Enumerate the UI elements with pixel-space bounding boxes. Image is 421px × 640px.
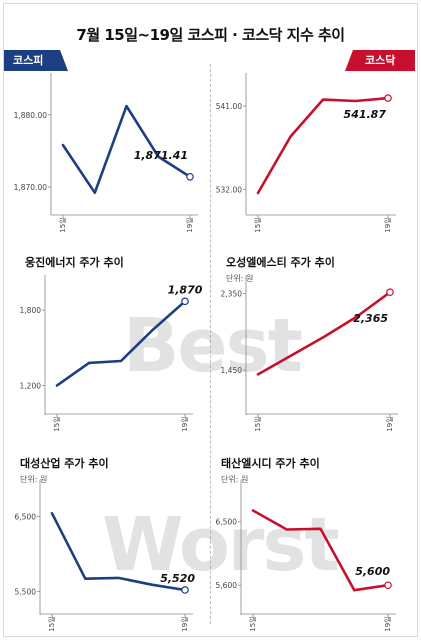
osung-y-tick-label: 2,350	[221, 290, 243, 299]
woongjin-data-point	[181, 297, 189, 306]
osung-data-label: 2,365	[353, 312, 388, 325]
kospi-tab: 코스피	[4, 50, 60, 71]
kospi-data-point	[186, 172, 194, 181]
osung-y-tick-label: 1,450	[221, 366, 243, 375]
woongjin-chart-title: 웅진에너지 주가 추이	[25, 255, 124, 269]
kosdaq-y-tick-label: 532.00	[216, 185, 242, 194]
osung-data-point	[386, 288, 394, 297]
kospi-x-tick-label: 15일	[58, 217, 67, 232]
kospi-y-tick-label: 1,880.00	[14, 111, 48, 120]
daesung-y-tick-label: 6,500	[15, 512, 37, 521]
daesung-x-tick-label: 15일	[47, 616, 56, 631]
taesan-chart-title: 태산엘시디 주가 추이	[221, 456, 320, 470]
column-divider	[210, 64, 211, 624]
taesan-data-label: 5,600	[355, 565, 390, 578]
taesan-y-tick-label: 5,600	[216, 581, 238, 590]
osung-series-line	[256, 290, 392, 376]
taesan-x-tick-label: 15일	[248, 616, 257, 631]
osung-x-tick-label: 15일	[253, 416, 262, 431]
taesan-x-tick-label: 19일	[383, 616, 392, 631]
woongjin-series-line	[55, 299, 187, 387]
taesan-data-point	[384, 581, 392, 590]
page-title: 7월 15일~19일 코스피 · 코스닥 지수 추이	[76, 26, 345, 44]
osung-chart-title: 오성엘에스티 주가 추이	[226, 255, 335, 269]
daesung-y-tick-label: 5,500	[15, 587, 37, 596]
best-watermark: Best	[123, 303, 303, 389]
woongjin-data-label: 1,870	[168, 283, 203, 296]
kosdaq-data-point	[384, 94, 392, 102]
worst-watermark: Worst	[102, 502, 340, 588]
daesung-data-label: 5,520	[160, 572, 195, 585]
kosdaq-data-label: 541.87	[344, 108, 387, 121]
woongjin-x-tick-label: 15일	[52, 416, 61, 431]
kosdaq-series-line	[256, 96, 390, 195]
osung-x-tick-label: 19일	[385, 416, 394, 431]
kospi-x-tick-label: 19일	[185, 217, 194, 232]
taesan-y-tick-label: 6,500	[216, 518, 238, 527]
osung-unit-label: 단위: 원	[226, 273, 253, 283]
woongjin-y-tick-label: 1,800	[20, 306, 42, 315]
kospi-tab-notch	[60, 50, 68, 71]
kosdaq-tab-notch	[345, 50, 353, 71]
kosdaq-y-tick-label: 541.00	[216, 102, 242, 111]
kosdaq-x-tick-label: 19일	[383, 217, 392, 232]
daesung-x-tick-label: 19일	[180, 616, 189, 631]
kospi-y-tick-label: 1,870.00	[14, 183, 48, 192]
daesung-unit-label: 단위: 원	[20, 474, 47, 484]
kosdaq-tab: 코스닥	[353, 50, 415, 71]
daesung-series-line	[50, 511, 187, 592]
woongjin-x-tick-label: 19일	[180, 416, 189, 431]
taesan-unit-label: 단위: 원	[221, 474, 248, 484]
kospi-data-label: 1,871.41	[134, 149, 188, 162]
daesung-data-point	[181, 586, 189, 594]
woongjin-y-tick-label: 1,200	[20, 382, 42, 391]
kosdaq-x-tick-label: 15일	[253, 217, 262, 232]
daesung-chart-title: 대성산업 주가 추이	[20, 456, 109, 470]
